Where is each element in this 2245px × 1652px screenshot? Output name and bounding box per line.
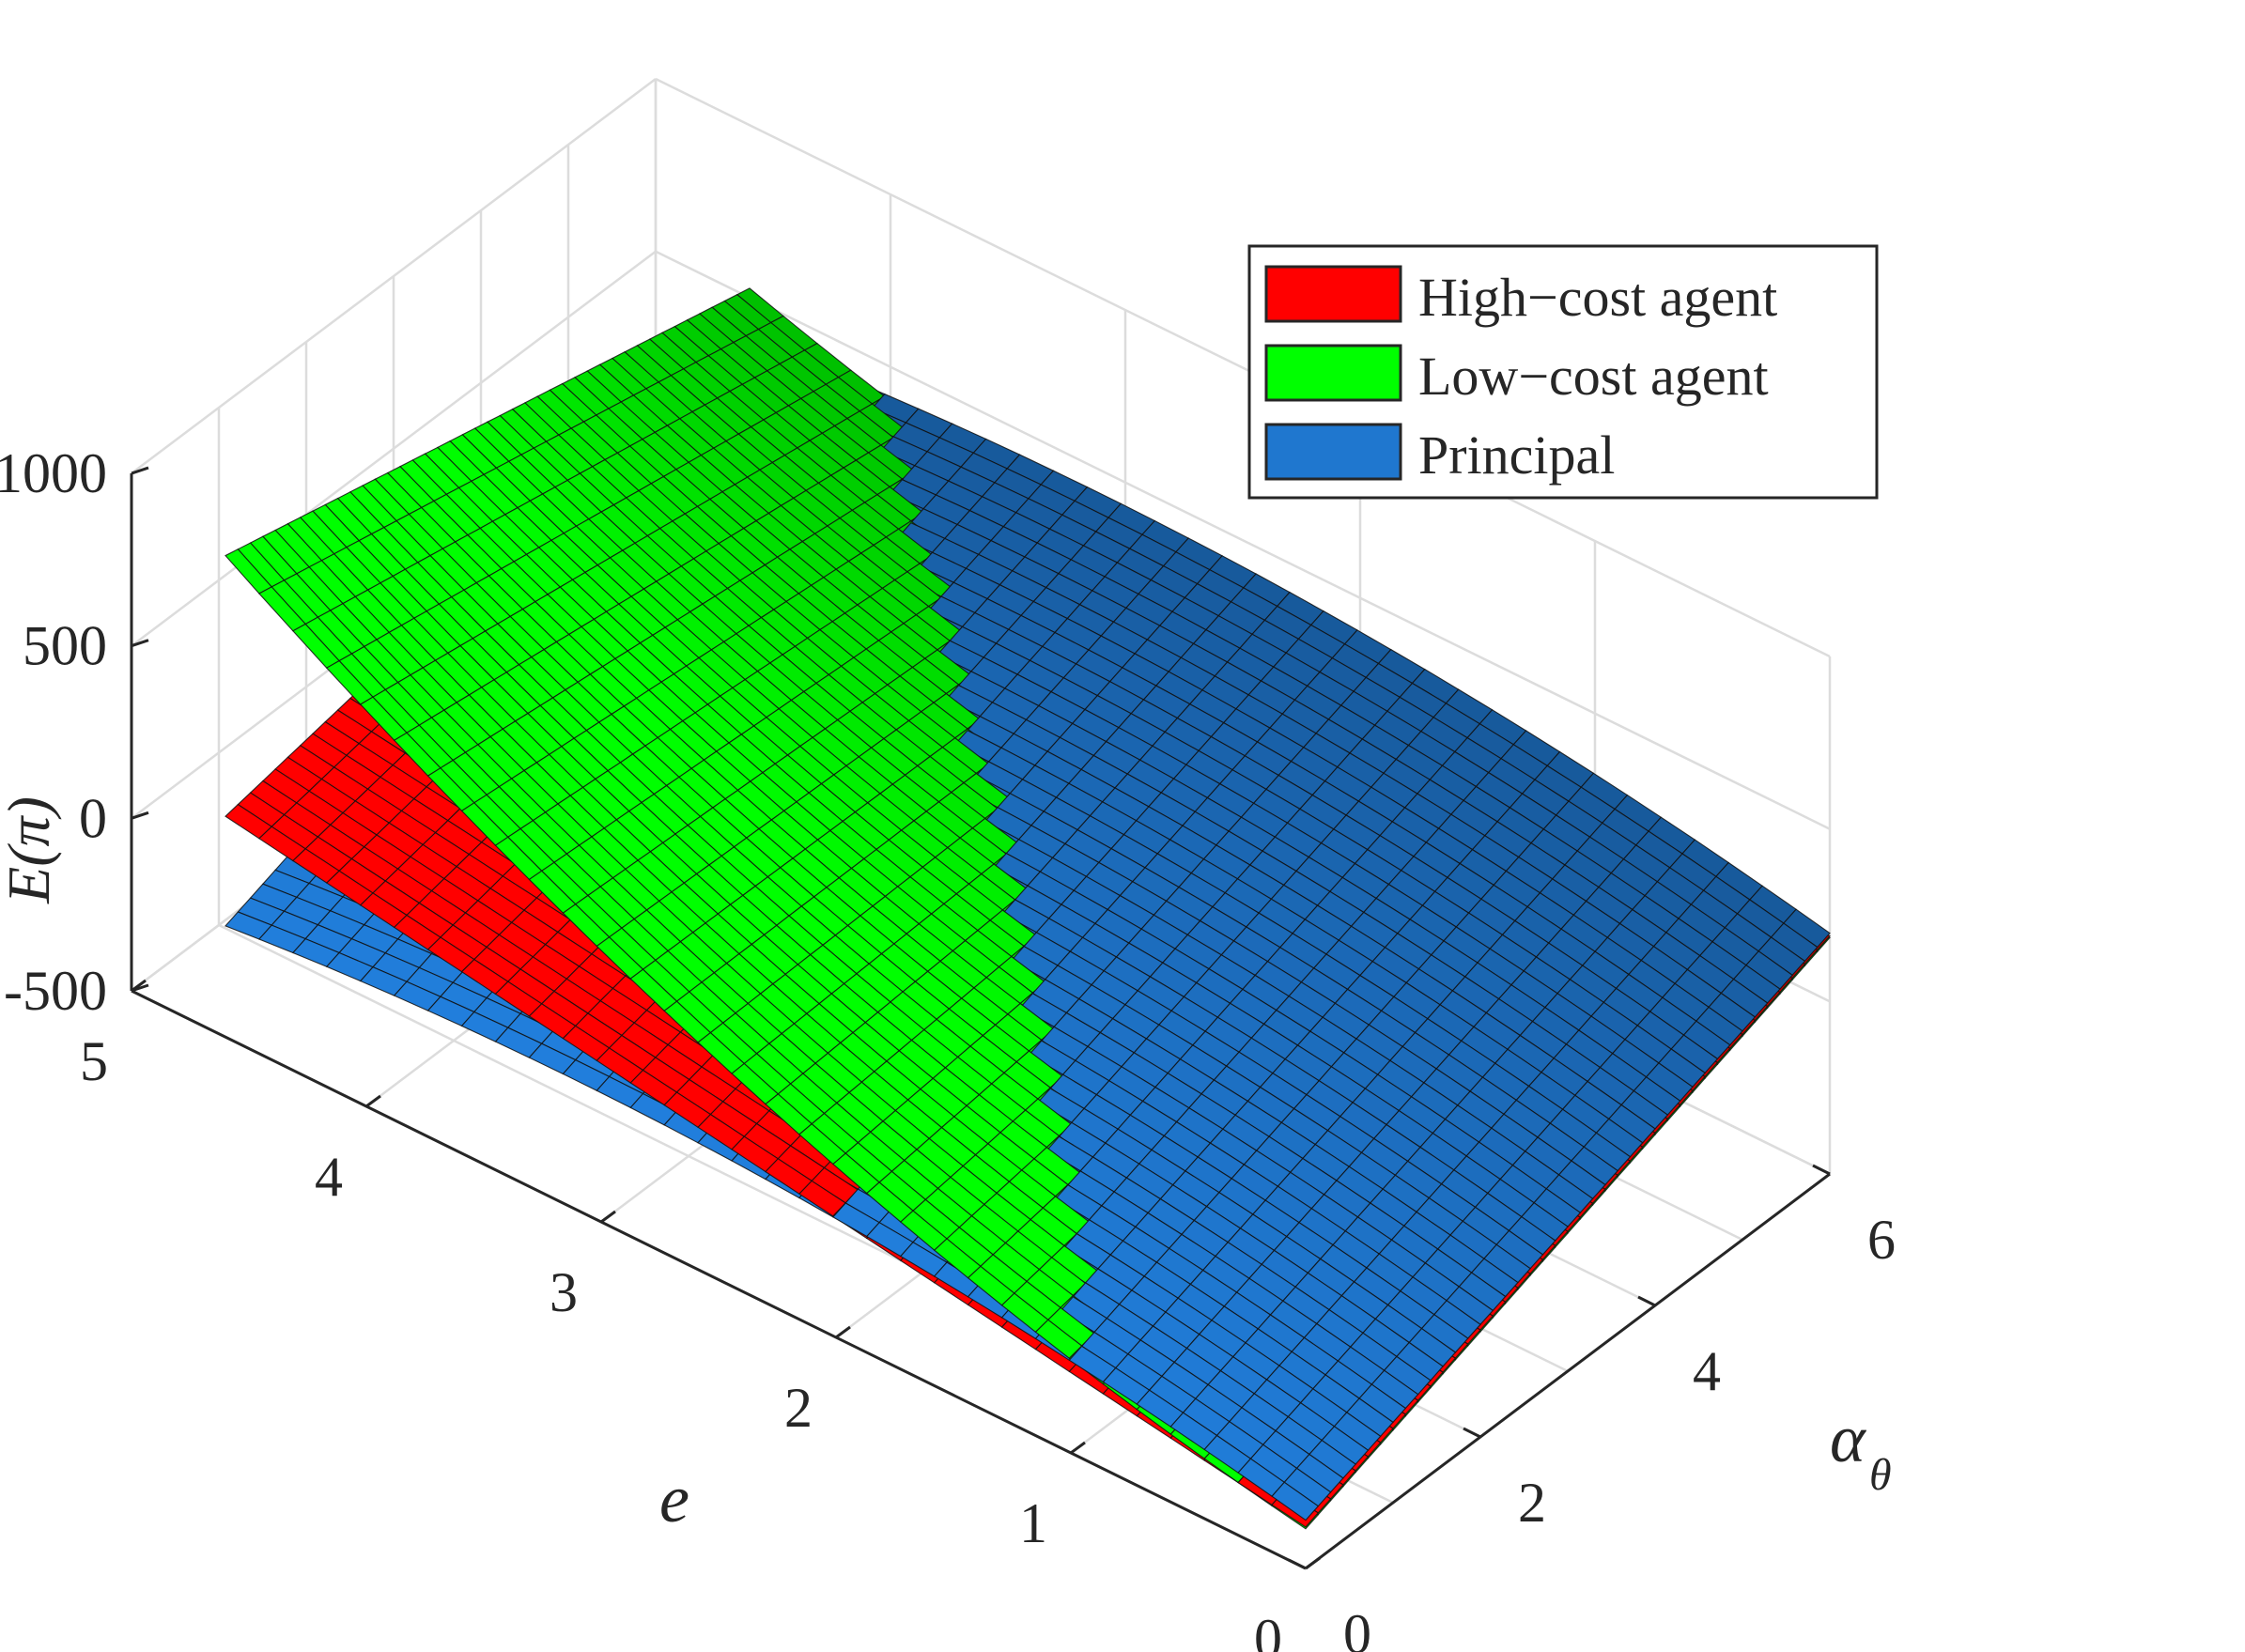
tick-mark	[600, 1210, 616, 1224]
legend-swatch-principal	[1264, 423, 1402, 481]
tick-mark	[835, 1325, 851, 1339]
tick-label: 1000	[0, 442, 107, 504]
y-axis-line	[1305, 1172, 1831, 1570]
tick-mark	[131, 639, 149, 648]
tick-mark	[131, 466, 149, 475]
tick-mark	[1812, 1164, 1831, 1176]
axes	[130, 473, 1831, 1570]
legend-item: Low−cost agent	[1264, 344, 1769, 407]
tick-label: 2	[784, 1377, 813, 1439]
legend-item: High−cost agent	[1264, 265, 1777, 328]
tick-label: 0	[79, 787, 107, 849]
tick-label: 5	[80, 1030, 108, 1092]
legend-label: High−cost agent	[1418, 267, 1777, 328]
tick-label: 3	[550, 1261, 578, 1323]
grid-line	[131, 250, 657, 647]
tick-mark	[1305, 1556, 1321, 1570]
tick-mark	[1637, 1295, 1656, 1307]
tick-label: 1	[1019, 1492, 1047, 1554]
z-axis-label: E(π)	[0, 796, 62, 904]
tick-label: 0	[1343, 1603, 1371, 1652]
tick-label: -500	[4, 960, 107, 1022]
grid-line	[131, 78, 657, 475]
x-axis-line	[131, 989, 1307, 1570]
tick-mark	[1463, 1427, 1481, 1439]
tick-labels: -500 0 500 1000 0 1 2 3 4 5 0 2 4 6	[0, 442, 1896, 1652]
x-axis-label: e	[659, 1461, 689, 1536]
legend-label: Principal	[1418, 425, 1615, 486]
tick-label: 0	[1254, 1608, 1282, 1652]
tick-label: 500	[23, 615, 107, 677]
y-axis-label: α θ	[1830, 1401, 1892, 1500]
y-axis-label-subscript: θ	[1869, 1450, 1892, 1500]
grid-line	[655, 77, 1831, 658]
surfaces	[224, 287, 1831, 1530]
legend-swatch-low-cost	[1264, 344, 1402, 402]
tick-mark	[1288, 1558, 1307, 1570]
legend-label: Low−cost agent	[1418, 346, 1769, 407]
tick-mark	[131, 979, 147, 993]
tick-mark	[131, 811, 149, 820]
legend-item: Principal	[1264, 423, 1615, 486]
tick-mark	[365, 1094, 381, 1108]
tick-label: 6	[1867, 1209, 1896, 1271]
tick-mark	[1070, 1441, 1086, 1455]
principal-surface-patch	[1271, 1481, 1320, 1521]
legend-swatch-high-cost	[1264, 265, 1402, 323]
tick-label: 4	[315, 1146, 343, 1208]
legend: High−cost agent Low−cost agent Principal	[1247, 244, 1879, 500]
tick-label: 2	[1518, 1472, 1546, 1534]
y-axis-label-main: α	[1830, 1401, 1866, 1476]
tick-label: 4	[1693, 1340, 1721, 1402]
grid-line	[655, 250, 1831, 830]
